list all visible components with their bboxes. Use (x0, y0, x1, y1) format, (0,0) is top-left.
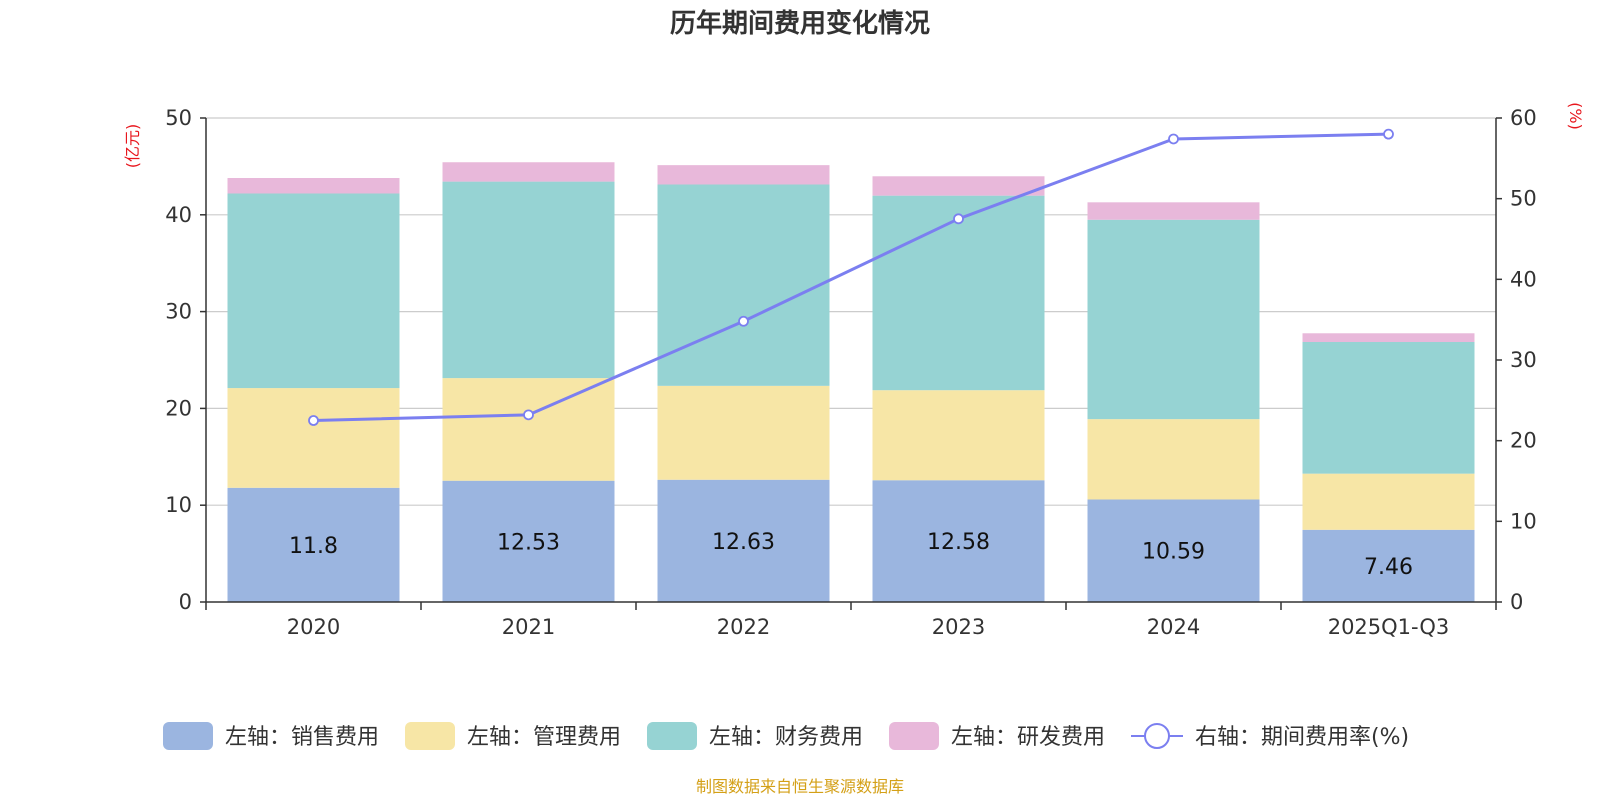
left-axis-tick-label: 40 (165, 203, 192, 227)
bar-data-label: 10.59 (1142, 540, 1205, 565)
legend-label: 右轴：期间费用率(%) (1195, 725, 1409, 750)
right-axis-tick-label: 40 (1510, 267, 1537, 291)
right-axis-tick-label: 60 (1510, 106, 1537, 130)
bar (1087, 202, 1260, 220)
legend-swatch (647, 722, 697, 750)
left-axis-tick-label: 20 (165, 396, 192, 420)
x-axis-tick-label: 2021 (502, 615, 555, 639)
line-point (738, 315, 749, 327)
chart-title: 历年期间费用变化情况 (670, 8, 930, 39)
bar (872, 390, 1045, 481)
bar (657, 184, 830, 386)
x-axis-tick-label: 2023 (932, 615, 985, 639)
bar (1302, 341, 1475, 474)
series-line (313, 132, 1389, 422)
bar (1087, 219, 1260, 420)
line-point (308, 415, 319, 426)
bar (872, 480, 1045, 602)
bar (1087, 419, 1260, 500)
legend-swatch (405, 722, 455, 750)
bar (442, 480, 615, 602)
x-axis-tick-label: 2022 (717, 615, 770, 639)
bar (1302, 529, 1475, 602)
legend-label: 左轴：销售费用 (225, 725, 379, 750)
x-axis-tick-label: 2020 (287, 615, 340, 639)
bar (657, 165, 830, 185)
legend-swatch (163, 722, 213, 750)
bar (657, 385, 830, 480)
bar (442, 378, 615, 481)
bar (872, 176, 1045, 196)
right-axis-tick-label: 0 (1510, 590, 1523, 614)
legend-label: 左轴：研发费用 (951, 725, 1105, 750)
bar-data-label: 12.63 (712, 530, 775, 555)
line-point (1383, 128, 1394, 140)
line-point (523, 409, 534, 421)
bar (872, 195, 1045, 391)
left-axis-tick-label: 10 (165, 493, 192, 517)
source-note: 制图数据来自恒生聚源数据库 (696, 777, 904, 796)
bar-series: 11.8 12.53 12.63 12.58 10.59 7.46 (227, 162, 1475, 602)
bar-data-label: 7.46 (1364, 555, 1413, 580)
legend-label: 左轴：管理费用 (467, 725, 621, 750)
bar (1302, 333, 1475, 342)
legend: 左轴：销售费用 左轴：管理费用 左轴：财务费用 左轴：研发费用 右轴：期间费用率(%) (163, 722, 1409, 750)
bar-data-label: 11.8 (289, 534, 338, 559)
bar (442, 181, 615, 379)
line-point (1168, 133, 1179, 145)
line-series (308, 128, 1394, 426)
right-axis-tick-label: 10 (1510, 509, 1537, 533)
right-axis-unit: (%) (1566, 102, 1585, 130)
bar-data-label: 12.58 (927, 530, 990, 555)
bar (1087, 499, 1260, 602)
bar (227, 487, 400, 602)
bar (1302, 473, 1475, 530)
bar (227, 388, 400, 488)
legend-label: 左轴：财务费用 (709, 725, 863, 750)
gridlines (206, 117, 1496, 506)
x-axis-tick-label: 2025Q1-Q3 (1328, 615, 1450, 639)
left-axis-tick-label: 50 (165, 106, 192, 130)
left-axis-unit: (亿元) (123, 124, 142, 169)
axes: 0 10 20 30 40 50 0 10 20 30 40 50 60 2020 2021 2022 2023… (165, 106, 1536, 639)
bar (227, 178, 400, 194)
bar (442, 162, 615, 182)
right-axis-tick-label: 30 (1510, 348, 1537, 372)
line-point (953, 213, 964, 225)
bar (657, 479, 830, 602)
legend-circle-marker (1144, 723, 1170, 749)
right-axis-tick-label: 20 (1510, 429, 1537, 453)
right-axis-tick-label: 50 (1510, 187, 1537, 211)
bar (227, 193, 400, 389)
left-axis-tick-label: 0 (179, 590, 192, 614)
bar-data-label: 12.53 (497, 530, 560, 555)
left-axis-tick-label: 30 (165, 300, 192, 324)
x-axis-tick-label: 2024 (1147, 615, 1200, 639)
legend-swatch (889, 722, 939, 750)
